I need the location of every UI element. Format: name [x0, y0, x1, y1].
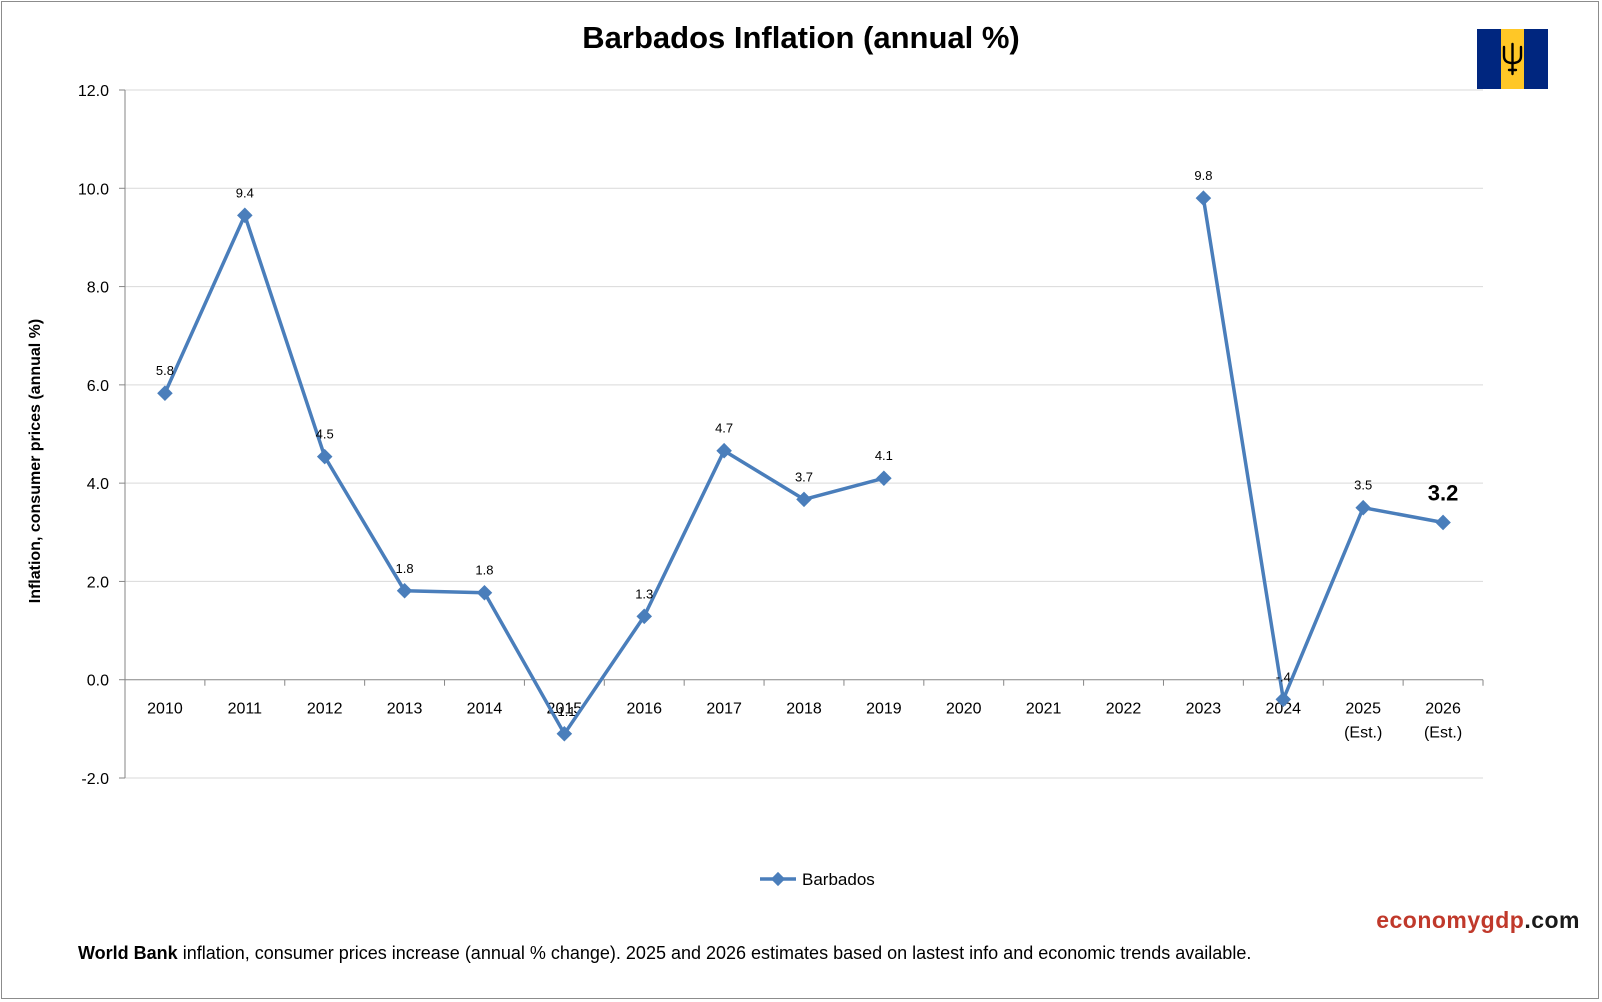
data-label: 5.8: [156, 363, 174, 378]
chart-title: Barbados Inflation (annual %): [582, 20, 1019, 55]
legend-marker-barbados: [770, 871, 786, 887]
x-tick-label: 2011: [228, 701, 263, 718]
data-point: [237, 207, 253, 224]
x-tick-label: 2013: [387, 701, 423, 718]
data-point: [1275, 691, 1292, 708]
x-tick-label: 2020: [946, 701, 982, 718]
y-tick-label: 0.0: [87, 673, 109, 690]
series-line-barbados: [163, 213, 885, 736]
data-point: [396, 582, 413, 599]
x-tick-label: 2023: [1186, 701, 1222, 718]
data-label: 9.4: [236, 185, 254, 200]
legend-entry-barbados: Barbados: [802, 870, 875, 889]
y-tick-label: 8.0: [87, 280, 109, 297]
brand-watermark: economygdp.com: [1376, 907, 1580, 934]
data-label: 4.5: [316, 427, 334, 442]
data-point: [157, 385, 173, 401]
data-label: 9.8: [1194, 168, 1212, 183]
data-point: [636, 608, 653, 625]
series-barbados: [157, 190, 1451, 742]
footnote: World Bank inflation, consumer prices in…: [78, 943, 1251, 964]
data-label: 1.8: [396, 561, 414, 576]
data-label: 1.3: [635, 586, 653, 601]
data-point: [476, 584, 493, 601]
y-tick-label: 6.0: [87, 378, 109, 395]
x-tick-label: 2024: [1265, 701, 1301, 718]
y-tick-label: -2.0: [81, 771, 109, 788]
x-tick-label: 2018: [786, 701, 822, 718]
footnote-source: World Bank: [78, 943, 178, 963]
y-axis-ticks: 12.0 10.0 8.0 6.0 4.0 2.0 0.0 -2.0: [78, 83, 109, 788]
data-label: 3.2: [1428, 480, 1459, 505]
footnote-text: inflation, consumer prices increase (ann…: [177, 943, 1252, 963]
x-tick-label: 2025: [1345, 701, 1381, 718]
x-tick-label: 2014: [467, 701, 503, 718]
data-point: [876, 470, 892, 487]
x-tick-label: 2022: [1106, 701, 1142, 718]
series-line-barbados: [1201, 197, 1444, 702]
data-label: 1.8: [475, 563, 493, 578]
data-point: [716, 442, 732, 459]
x-tick-label: 2026: [1425, 701, 1461, 718]
legend: Barbados: [760, 870, 875, 889]
barbados-flag-icon: [1477, 29, 1548, 89]
data-point: [1355, 499, 1371, 516]
y-tick-label: 2.0: [87, 574, 109, 591]
data-point: [1195, 190, 1212, 206]
x-tick-label: 2010: [147, 701, 183, 718]
data-label: 3.5: [1354, 478, 1372, 493]
data-label: -1.1: [553, 704, 575, 719]
data-point: [796, 491, 812, 508]
data-label: -.4: [1276, 669, 1291, 684]
data-label: 3.7: [795, 469, 813, 484]
y-axis-label: Inflation, consumer prices (annual %): [27, 319, 44, 604]
data-point: [316, 448, 333, 465]
axes: [119, 89, 1484, 779]
x-tick-label: 2015: [547, 701, 583, 718]
x-tick-label: (Est.): [1424, 725, 1462, 742]
x-axis-ticks: 2010 2011 2012 2013 2014 2015 2016 2017 2018 2019…: [147, 701, 1462, 742]
y-tick-label: 4.0: [87, 476, 109, 493]
x-tick-label: 2017: [706, 701, 742, 718]
data-label: 4.7: [715, 421, 733, 436]
y-tick-label: 12.0: [78, 83, 109, 100]
data-label: 4.1: [875, 448, 893, 463]
data-point: [1435, 514, 1451, 531]
data-point: [556, 725, 573, 742]
x-tick-label: 2019: [866, 701, 902, 718]
x-tick-label: (Est.): [1344, 725, 1382, 742]
y-tick-label: 10.0: [78, 181, 109, 198]
x-tick-label: 2021: [1026, 701, 1062, 718]
data-labels: 5.8 9.4 4.5 1.8 1.8 -1.1 1.3 4.7 3.7 4.1 9.8 -.4 3.5…: [156, 168, 1458, 719]
brand-part1: economygdp: [1376, 907, 1525, 933]
gridlines: [125, 89, 1483, 779]
x-tick-label: 2012: [307, 701, 343, 718]
x-tick-label: 2016: [626, 701, 662, 718]
brand-part2: .com: [1524, 907, 1580, 933]
